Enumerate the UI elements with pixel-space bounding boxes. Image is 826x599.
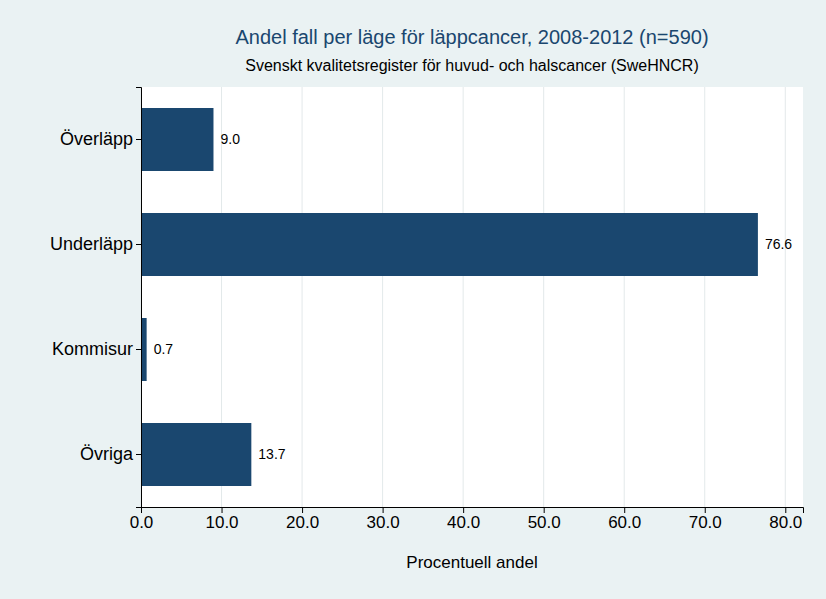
x-tick: 40.0 <box>447 507 480 532</box>
x-tick: 70.0 <box>689 507 722 532</box>
chart: 9.0 76.6 0.7 13.7 0.0 10.0 20.0 30.0 40.0 50.0 60.… <box>0 0 826 599</box>
x-tick: 50.0 <box>528 507 561 532</box>
grid-line <box>463 87 464 507</box>
data-label: 0.7 <box>154 341 174 357</box>
x-tick-label: 50.0 <box>528 513 561 532</box>
y-tick: Kommisur <box>52 339 141 359</box>
y-tick: Underläpp <box>50 234 141 254</box>
bar <box>141 108 213 171</box>
title: Andel fall per läge för läppcancer, 2008… <box>235 26 708 48</box>
x-axis-title: Procentuell andel <box>406 553 537 572</box>
bars <box>141 108 758 486</box>
data-labels: 9.0 76.6 0.7 13.7 <box>154 131 793 462</box>
grid-line <box>624 87 625 507</box>
x-tick-label: 70.0 <box>689 513 722 532</box>
grid-line <box>785 87 786 507</box>
x-tick-label: 40.0 <box>447 513 480 532</box>
y-tick: Övriga <box>80 444 141 464</box>
x-tick-label: 0.0 <box>130 513 154 532</box>
y-tick-label: Övriga <box>80 444 134 464</box>
bar <box>141 213 758 276</box>
x-tick: 60.0 <box>608 507 641 532</box>
y-axis: Överläpp Underläpp Kommisur Övriga <box>50 88 142 508</box>
x-tick: 30.0 <box>367 507 400 532</box>
y-axis-line <box>136 88 142 508</box>
subtitle: Svenskt kvalitetsregister för huvud- och… <box>245 57 699 74</box>
x-tick: 0.0 <box>130 507 154 532</box>
background <box>0 0 826 599</box>
x-tick-label: 80.0 <box>769 513 802 532</box>
grid-line <box>382 87 383 507</box>
y-tick-mark <box>136 454 141 455</box>
grid-line <box>704 87 705 507</box>
y-tick-label: Underläpp <box>50 234 133 254</box>
x-tick-label: 60.0 <box>608 513 641 532</box>
x-tick: 20.0 <box>286 507 319 532</box>
x-axis: 0.0 10.0 20.0 30.0 40.0 50.0 60.0 70.0 80.0 <box>130 507 804 532</box>
grid-line <box>543 87 544 507</box>
x-tick: 10.0 <box>205 507 238 532</box>
bar <box>141 423 251 486</box>
y-tick-mark <box>136 139 141 140</box>
x-tick: 80.0 <box>769 507 802 532</box>
x-tick-label: 20.0 <box>286 513 319 532</box>
y-tick: Överläpp <box>60 129 141 149</box>
grid-line <box>302 87 303 507</box>
plot-area <box>141 87 803 507</box>
data-label: 9.0 <box>220 131 240 147</box>
data-label: 76.6 <box>765 236 792 252</box>
y-tick-label: Kommisur <box>52 339 133 359</box>
x-tick-label: 30.0 <box>367 513 400 532</box>
y-tick-mark <box>136 349 141 350</box>
y-tick-mark <box>136 244 141 245</box>
data-label: 13.7 <box>258 446 285 462</box>
grid <box>141 87 785 507</box>
y-tick-label: Överläpp <box>60 129 133 149</box>
x-tick-label: 10.0 <box>205 513 238 532</box>
